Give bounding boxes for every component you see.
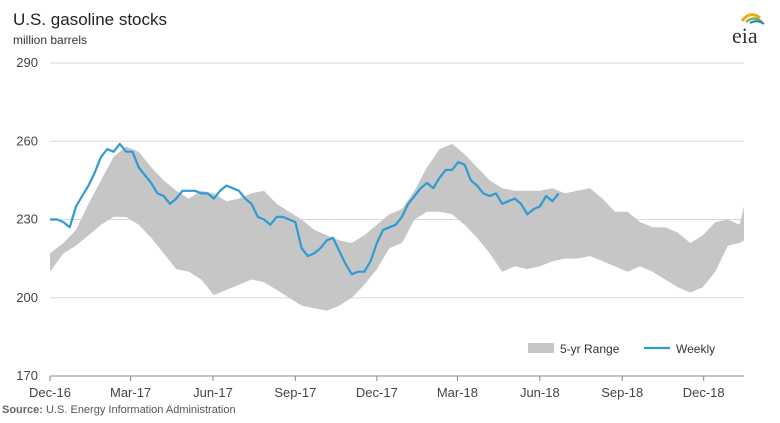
range-band-area <box>50 143 744 311</box>
weekly-line <box>50 142 560 276</box>
source-note: Source: U.S. Energy Information Administ… <box>2 404 236 416</box>
logo-text: eia <box>732 23 758 48</box>
logo-water-arc <box>749 20 765 25</box>
eia-logo: eia <box>732 13 765 48</box>
x-tick-label: Sep-17 <box>274 385 316 400</box>
chart: 170 200 230 260 290 Dec-16 Mar-17 Jun-17 Sep-17 D… <box>16 55 744 400</box>
x-tick-label: Mar-18 <box>437 385 478 400</box>
y-tick-label: 260 <box>16 133 38 148</box>
x-tick-label: Jun-18 <box>520 385 560 400</box>
legend-swatch-range <box>528 343 554 353</box>
chart-subtitle: million barrels <box>13 33 88 47</box>
y-tick-label: 200 <box>16 290 38 305</box>
source-text: U.S. Energy Information Administration <box>46 404 236 416</box>
x-tick-label: Dec-18 <box>683 385 725 400</box>
x-tick-label: Dec-16 <box>29 385 71 400</box>
chart-title: U.S. gasoline stocks <box>13 10 168 29</box>
x-tick-label: Mar-17 <box>110 385 151 400</box>
x-tick-label: Dec-17 <box>356 385 398 400</box>
legend-label-weekly: Weekly <box>676 342 715 356</box>
logo-sun-arc <box>740 13 761 22</box>
source-label: Source: <box>2 404 43 416</box>
x-tick-label: Sep-18 <box>601 385 643 400</box>
logo-leaf-arc <box>745 17 763 23</box>
y-tick-label: 170 <box>16 368 38 383</box>
y-tick-label: 230 <box>16 212 38 227</box>
y-tick-label: 290 <box>16 55 38 70</box>
legend-label-range: 5-yr Range <box>560 342 620 356</box>
x-tick-label: Jun-17 <box>193 385 233 400</box>
